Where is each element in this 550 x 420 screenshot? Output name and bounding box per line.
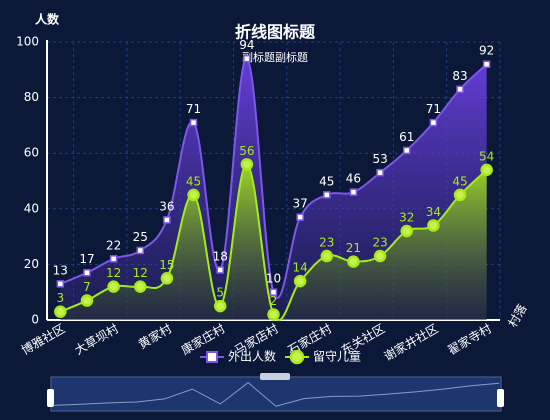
marker (83, 268, 91, 277)
marker (402, 146, 411, 155)
zoom-slider[interactable] (50, 376, 502, 412)
data-label: 32 (399, 211, 414, 225)
marker (269, 288, 278, 296)
zoom-window[interactable] (51, 377, 501, 411)
marker (134, 280, 147, 293)
data-label: 7 (83, 280, 91, 294)
marker (480, 163, 493, 177)
data-label: 3 (57, 291, 65, 305)
data-label: 13 (53, 263, 68, 277)
marker (107, 280, 120, 293)
chart-subtitle: 副标题副标题 (242, 50, 308, 64)
data-label: 17 (79, 252, 94, 266)
marker (109, 255, 118, 263)
marker (453, 188, 467, 202)
data-label: 46 (346, 172, 361, 186)
x-tick-label: 康家庄村 (178, 321, 227, 358)
y-tick-label: 60 (24, 146, 39, 160)
x-tick-label: 博雅社区 (18, 321, 67, 358)
data-label: 22 (106, 238, 121, 252)
chart-title: 折线图标题 (235, 23, 316, 42)
marker (136, 246, 145, 255)
legend-marker (289, 349, 305, 365)
zoom-handle[interactable] (47, 389, 54, 407)
zoom-preview (52, 382, 500, 407)
data-label: 45 (186, 174, 201, 188)
marker (323, 191, 331, 199)
y-tick-label: 100 (16, 35, 39, 49)
x-tick-label: 翟家寺村 (445, 321, 494, 358)
marker (160, 272, 174, 285)
y-tick-label: 20 (24, 257, 39, 271)
data-label: 23 (319, 236, 334, 250)
data-label: 23 (372, 236, 387, 250)
marker (243, 54, 251, 63)
data-label: 71 (186, 102, 201, 116)
marker (456, 85, 464, 94)
data-label: 54 (479, 149, 494, 163)
data-label: 12 (133, 266, 148, 280)
data-label: 21 (346, 241, 361, 255)
data-label: 5 (216, 286, 224, 300)
marker (293, 274, 307, 288)
x-tick-label: 谢家井社区 (381, 321, 440, 364)
marker (213, 299, 227, 313)
x-tick-label: 黄家村 (135, 321, 174, 352)
data-label: 92 (479, 44, 494, 58)
data-label: 61 (399, 130, 414, 144)
data-label: 37 (293, 197, 308, 211)
data-label: 45 (319, 174, 334, 188)
marker (54, 305, 67, 318)
data-label: 56 (239, 144, 254, 158)
y-tick-label: 0 (31, 313, 39, 327)
marker (400, 224, 413, 238)
marker (376, 168, 384, 177)
x-tick-label: 大草坝村 (72, 322, 121, 358)
marker (216, 266, 224, 274)
data-label: 34 (426, 205, 441, 219)
marker (189, 118, 198, 127)
marker (187, 188, 200, 202)
marker (240, 158, 254, 171)
marker (429, 118, 438, 127)
data-label: 14 (293, 261, 308, 275)
marker (427, 219, 440, 232)
data-label: 25 (133, 230, 148, 244)
marker (347, 255, 360, 268)
data-label: 12 (106, 266, 121, 280)
legend-label: 留守儿童 (313, 349, 361, 364)
marker (296, 213, 304, 221)
zoom-grip[interactable] (260, 373, 290, 380)
marker (80, 294, 94, 307)
zoom-handle[interactable] (497, 389, 504, 407)
data-label: 71 (426, 102, 441, 116)
legend-label: 外出人数 (228, 349, 276, 364)
marker (482, 60, 491, 68)
marker (163, 216, 171, 224)
y-tick-label: 80 (24, 90, 39, 104)
x-axis-label: 村落 (506, 302, 530, 330)
legend-marker (206, 351, 218, 363)
data-label: 53 (372, 152, 387, 166)
data-label: 2 (270, 294, 278, 308)
data-label: 45 (452, 174, 467, 188)
y-axis-label: 人数 (35, 12, 60, 27)
marker (267, 308, 280, 321)
data-label: 15 (159, 258, 174, 272)
data-label: 10 (266, 272, 281, 286)
marker (373, 249, 387, 263)
y-tick-label: 40 (24, 201, 39, 215)
marker (349, 188, 358, 196)
data-label: 18 (213, 249, 228, 263)
data-label: 36 (159, 199, 174, 213)
marker (56, 280, 65, 288)
data-label: 94 (239, 38, 254, 52)
marker (320, 249, 334, 263)
data-label: 83 (452, 69, 467, 83)
